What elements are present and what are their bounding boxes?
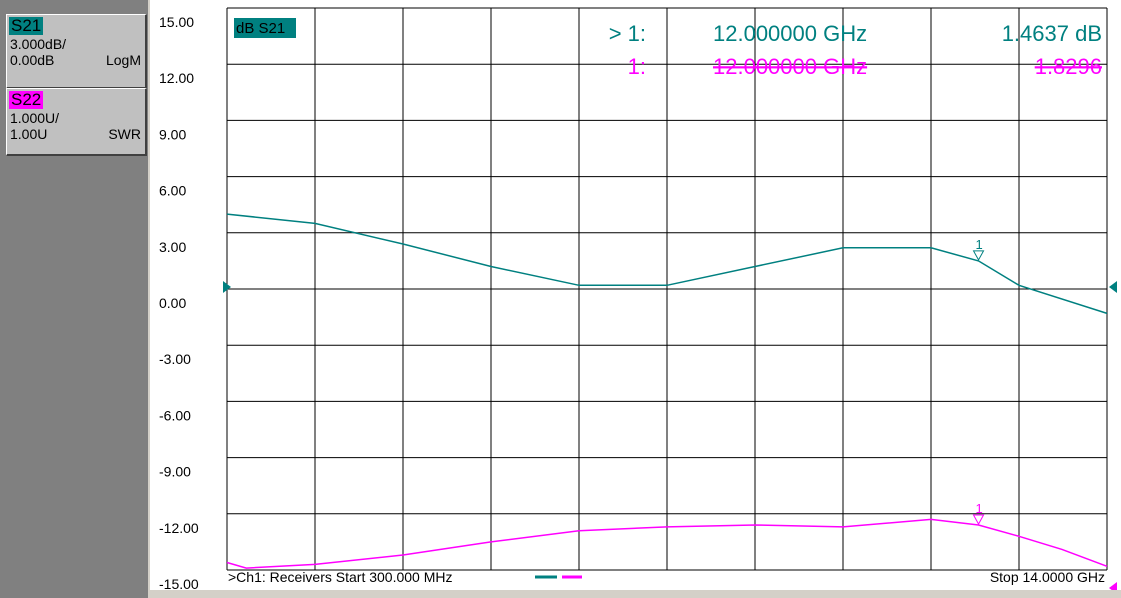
trace-box-s21[interactable]: S21 3.000dB/ 0.00dB LogM — [6, 14, 147, 89]
footer-channel-info: >Ch1: Receivers Start 300.000 MHz — [228, 569, 453, 585]
y-tick-label: -9.00 — [159, 464, 191, 480]
chart-area[interactable]: 15.00 12.00 9.00 6.00 3.00 0.00 -3.00 -6.00 -9.0… — [150, 0, 1121, 598]
footer-stop-frequency: Stop 14.0000 GHz — [990, 569, 1105, 585]
panel-separator — [148, 0, 150, 598]
y-tick-label: 15.00 — [159, 14, 194, 30]
trace-name-s22: S22 — [9, 90, 44, 109]
y-tick-label: -6.00 — [159, 407, 191, 423]
active-trace-badge — [234, 18, 296, 38]
marker-1-frequency: 12.000000 GHz — [713, 21, 867, 46]
trace-panel: S21 3.000dB/ 0.00dB LogM S22 1.000U/ 1.0… — [0, 0, 150, 598]
reference-arrow-left — [223, 281, 231, 293]
y-tick-label: 12.00 — [159, 70, 194, 86]
trace-scale-s22: 1.000U/ — [10, 110, 60, 126]
y-tick-label: -15.00 — [159, 576, 199, 592]
marker-2-frequency: 12.000000 GHz — [713, 54, 867, 79]
trace-box-s22[interactable]: S22 1.000U/ 1.00U SWR — [6, 88, 147, 156]
marker-1-prefix: > 1: — [609, 21, 646, 46]
active-trace-label: dB S21 — [236, 20, 285, 37]
trace-name-s21: S21 — [9, 16, 44, 35]
trace-format-s21: LogM — [105, 52, 141, 68]
trace-markers: 11 — [972, 237, 985, 526]
status-strip — [150, 590, 1121, 598]
y-tick-label: 3.00 — [159, 239, 186, 255]
trace-lines — [226, 213, 1108, 569]
marker-triangle-s21 — [972, 250, 985, 261]
trace-reference-s21: 0.00dB — [10, 52, 55, 68]
trace-reference-s22: 1.00U — [10, 126, 48, 142]
grid-lines — [226, 7, 1108, 571]
y-tick-label: 6.00 — [159, 183, 186, 199]
trace-line-s21 — [226, 213, 1108, 315]
y-tick-label: -3.00 — [159, 351, 191, 367]
y-tick-label: 0.00 — [159, 295, 186, 311]
chart-svg[interactable]: 15.00 12.00 9.00 6.00 3.00 0.00 -3.00 -6.00 -9.0… — [150, 0, 1121, 598]
trace-format-s22: SWR — [108, 126, 141, 142]
y-tick-labels: 15.00 12.00 9.00 6.00 3.00 0.00 -3.00 -6.00 -9.0… — [159, 14, 199, 592]
marker-1-value: 1.4637 dB — [1002, 21, 1102, 46]
marker-2-value: 1.8296 — [1035, 54, 1102, 79]
marker-2-prefix: 1: — [628, 54, 646, 79]
marker-triangle-s22 — [972, 514, 985, 526]
marker-label-s21: 1 — [976, 237, 983, 252]
trace-line-s22 — [226, 518, 1108, 569]
marker-label-s22: 1 — [976, 501, 983, 516]
reference-arrow-right — [1109, 281, 1117, 293]
y-tick-label: -12.00 — [159, 520, 199, 536]
y-tick-label: 9.00 — [159, 126, 186, 142]
trace-scale-s21: 3.000dB/ — [10, 36, 67, 52]
